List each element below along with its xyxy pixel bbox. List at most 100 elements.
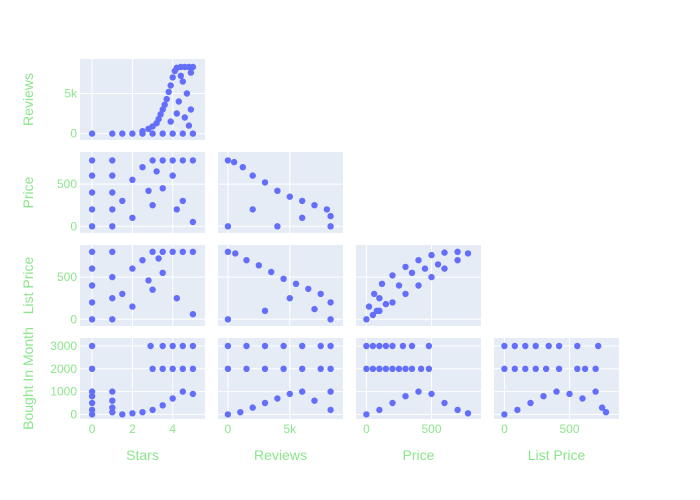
data-point (167, 82, 174, 89)
x-axis-title-price: Price (403, 447, 435, 463)
data-point (177, 72, 184, 80)
y-tick-label-list-price: 0 (70, 312, 77, 326)
data-point (399, 342, 407, 350)
data-point (159, 157, 166, 164)
data-point (286, 295, 293, 302)
data-point (545, 342, 552, 350)
data-point (167, 118, 174, 125)
data-point (155, 115, 162, 123)
data-point (88, 316, 96, 323)
data-point (464, 250, 472, 257)
data-point (224, 316, 232, 323)
data-point (239, 164, 246, 171)
panel-points (224, 248, 334, 323)
data-point (109, 316, 116, 323)
x-tick-label-stars: 4 (169, 422, 176, 436)
data-point (109, 273, 116, 281)
data-point (159, 365, 166, 372)
data-point (88, 157, 96, 164)
panel-list-price-vs-stars (80, 245, 205, 326)
data-point (159, 342, 166, 350)
y-axis-title-list-price: List Price (20, 257, 36, 315)
data-point (88, 265, 96, 272)
data-point (369, 342, 377, 350)
data-point (129, 176, 136, 183)
data-point (428, 251, 435, 259)
data-point (261, 342, 269, 350)
data-point (402, 263, 409, 271)
data-point (159, 185, 166, 192)
panel-points (363, 248, 472, 323)
data-point (311, 305, 318, 313)
data-point (179, 248, 186, 255)
data-point (292, 280, 300, 287)
data-point (139, 128, 146, 135)
data-point (327, 365, 334, 372)
data-point (88, 248, 96, 255)
data-point (179, 197, 186, 205)
data-point (464, 410, 472, 417)
data-point (169, 342, 176, 350)
panel-points (88, 342, 197, 418)
data-point (441, 249, 448, 256)
data-point (224, 157, 232, 164)
data-point (454, 406, 461, 414)
panel-background (218, 152, 343, 233)
data-point (139, 409, 146, 416)
data-point (553, 388, 560, 395)
data-point (363, 411, 370, 418)
panel-price-vs-reviews (218, 152, 343, 233)
panel-background (218, 245, 343, 326)
panel-points (88, 248, 197, 323)
data-point (441, 399, 448, 407)
data-point (317, 365, 324, 372)
data-point (187, 106, 195, 113)
data-point (280, 365, 287, 372)
data-point (189, 248, 197, 255)
data-point (88, 189, 96, 196)
data-point (109, 397, 116, 404)
data-point (181, 114, 188, 121)
data-point (232, 250, 239, 257)
data-point (161, 101, 168, 108)
data-point (179, 78, 186, 85)
data-point (129, 265, 136, 272)
data-point (159, 269, 166, 276)
data-point (159, 106, 166, 113)
data-point (311, 202, 318, 209)
data-point (224, 411, 232, 418)
data-point (532, 365, 539, 372)
data-point (261, 179, 269, 186)
data-point (382, 342, 390, 350)
data-point (169, 130, 176, 137)
data-point (363, 342, 370, 350)
data-point (109, 206, 116, 213)
x-tick-label-stars: 0 (89, 422, 96, 436)
data-point (159, 130, 166, 137)
data-point (268, 268, 275, 276)
data-point (261, 365, 269, 372)
data-point (511, 365, 518, 372)
data-point (501, 342, 508, 350)
data-point (145, 277, 152, 284)
data-point (540, 393, 547, 400)
data-point (317, 342, 324, 350)
x-tick-label-price: 500 (422, 422, 442, 436)
data-point (163, 95, 170, 103)
data-point (224, 365, 232, 372)
y-axis-title-bought-in-month: Bought In Month (20, 327, 36, 430)
data-point (299, 365, 306, 372)
data-point (185, 122, 193, 129)
data-point (602, 409, 610, 416)
data-point (149, 130, 156, 137)
x-tick-label-reviews: 0 (225, 422, 232, 436)
data-point (327, 342, 334, 350)
panel-background (80, 59, 205, 140)
data-point (149, 286, 156, 293)
data-point (189, 218, 197, 226)
data-point (88, 223, 96, 230)
data-point (369, 365, 377, 372)
data-point (189, 130, 197, 137)
